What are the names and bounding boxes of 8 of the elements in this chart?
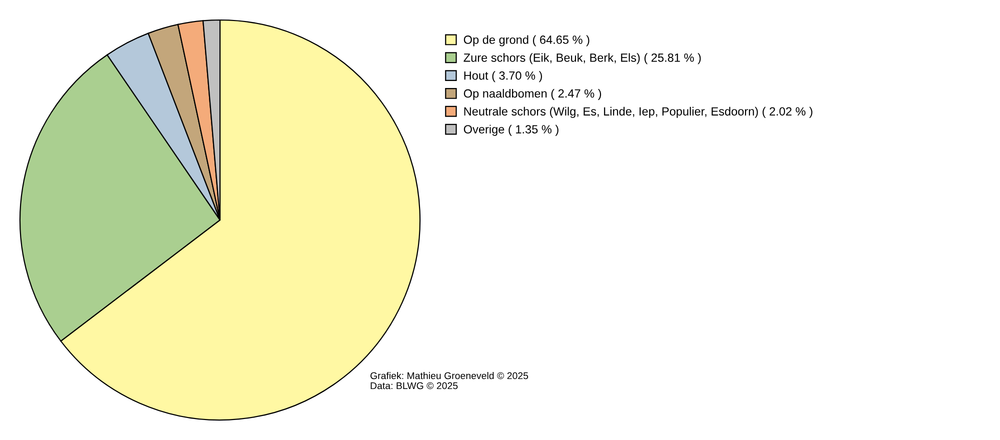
legend-label: Neutrale schors (Wilg, Es, Linde, Iep, Populier, Esdoorn) ( 2.02 % ) (464, 106, 812, 118)
legend-label: Op de grond ( 64.65 % ) (464, 35, 590, 46)
legend-label: Hout ( 3.70 % ) (464, 71, 542, 82)
legend-label: Op naaldbomen ( 2.47 % ) (464, 88, 602, 100)
legend-label: Overige ( 1.35 % ) (464, 124, 558, 136)
legend-label: Zure schors (Eik, Beuk, Berk, Els) ( 25.81 % ) (464, 53, 701, 64)
text: Data: BLWG © 2025 (370, 382, 458, 390)
text: Grafiek: Mathieu Groeneveld © 2025 (370, 372, 528, 380)
